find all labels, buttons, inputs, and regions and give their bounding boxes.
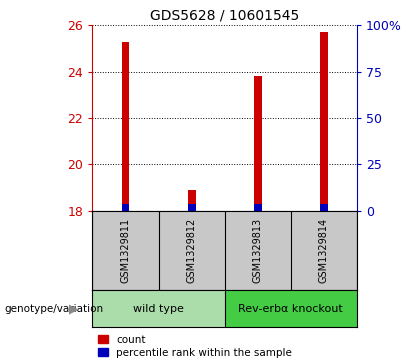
Text: GSM1329814: GSM1329814 — [319, 218, 329, 283]
Bar — [320, 204, 328, 211]
Bar — [320, 32, 328, 204]
Bar — [121, 204, 129, 211]
Title: GDS5628 / 10601545: GDS5628 / 10601545 — [150, 9, 299, 23]
Bar — [92, 290, 225, 327]
Text: GSM1329813: GSM1329813 — [253, 218, 263, 283]
Text: GSM1329811: GSM1329811 — [121, 218, 131, 283]
Bar — [254, 76, 262, 204]
Text: genotype/variation: genotype/variation — [4, 303, 103, 314]
Text: ▶: ▶ — [69, 302, 79, 315]
Bar — [254, 204, 262, 211]
Text: wild type: wild type — [133, 303, 184, 314]
Bar — [121, 42, 129, 204]
Bar — [188, 190, 196, 204]
Text: GSM1329812: GSM1329812 — [186, 218, 197, 283]
Bar — [225, 290, 357, 327]
Legend: count, percentile rank within the sample: count, percentile rank within the sample — [97, 335, 292, 358]
Text: Rev-erbα knockout: Rev-erbα knockout — [239, 303, 343, 314]
Bar — [188, 204, 196, 211]
